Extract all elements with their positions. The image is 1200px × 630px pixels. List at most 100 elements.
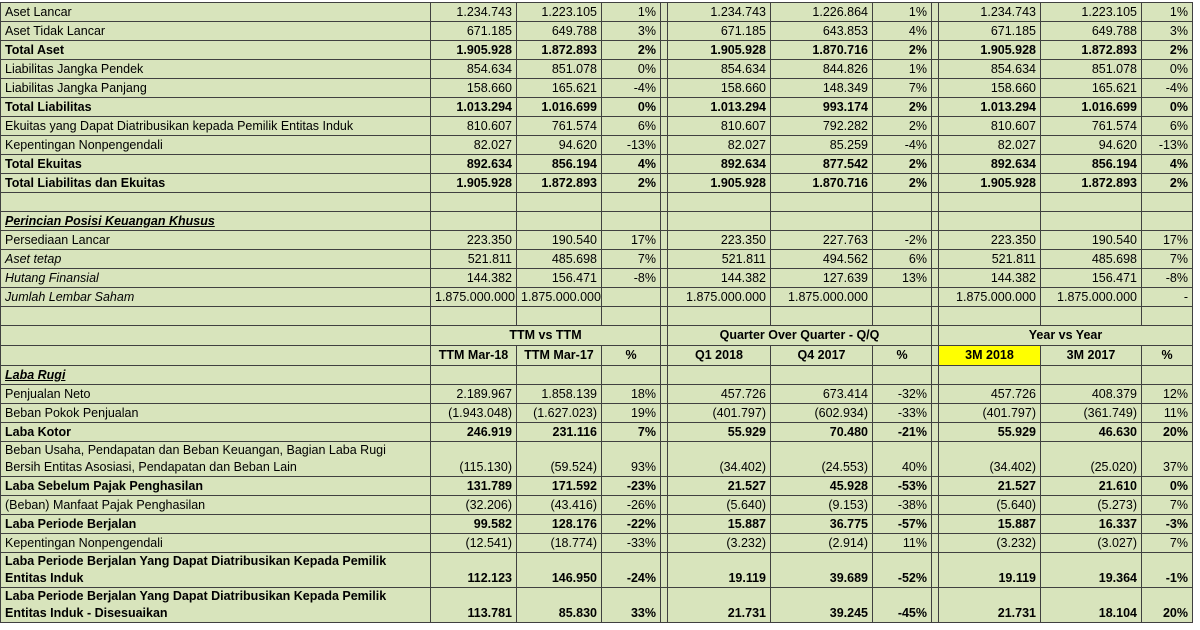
cell-value[interactable] [430, 211, 517, 231]
cell-value[interactable]: 70.480 [770, 422, 873, 442]
cell-value[interactable]: -4% [601, 78, 661, 98]
cell-value[interactable]: 1.226.864 [770, 2, 873, 22]
cell-value[interactable]: 1.905.928 [667, 40, 771, 60]
cell-value[interactable]: 40% [872, 441, 932, 477]
cell-value[interactable]: 165.621 [1040, 78, 1142, 98]
cell-value[interactable]: 892.634 [667, 154, 771, 174]
cell-value[interactable]: 144.382 [938, 268, 1041, 288]
corner-cell[interactable] [0, 325, 431, 346]
cell-value[interactable]: (3.232) [667, 533, 771, 553]
cell-value[interactable]: 146.950 [516, 552, 602, 588]
cell-value[interactable]: (401.797) [938, 403, 1041, 423]
cell-value[interactable]: 94.620 [1040, 135, 1142, 155]
corner-cell[interactable] [0, 345, 431, 366]
row-label[interactable]: Jumlah Lembar Saham [0, 287, 431, 307]
cell-value[interactable]: 485.698 [516, 249, 602, 269]
cell-value[interactable]: 2% [872, 116, 932, 136]
cell-value[interactable]: 46.630 [1040, 422, 1142, 442]
cell-value[interactable]: 457.726 [667, 384, 771, 404]
cell-value[interactable]: 1% [872, 59, 932, 79]
cell-value[interactable]: -33% [601, 533, 661, 553]
row-label[interactable]: (Beban) Manfaat Pajak Penghasilan [0, 495, 431, 515]
cell-value[interactable]: 1.234.743 [667, 2, 771, 22]
cell-value[interactable]: 457.726 [938, 384, 1041, 404]
cell-value[interactable]: -22% [601, 514, 661, 534]
cell-value[interactable]: (12.541) [430, 533, 517, 553]
cell-value[interactable]: 21.527 [667, 476, 771, 496]
cell-value[interactable]: 20% [1141, 587, 1193, 623]
cell-value[interactable] [770, 365, 873, 385]
cell-value[interactable]: 877.542 [770, 154, 873, 174]
cell-value[interactable] [872, 211, 932, 231]
cell-value[interactable]: 55.929 [667, 422, 771, 442]
cell-value[interactable]: 223.350 [667, 230, 771, 250]
cell-value[interactable] [1040, 365, 1142, 385]
cell-value[interactable]: 0% [601, 59, 661, 79]
cell-value[interactable]: -52% [872, 552, 932, 588]
cell-value[interactable] [601, 287, 661, 307]
cell-value[interactable]: 158.660 [938, 78, 1041, 98]
row-label[interactable]: Laba Rugi [0, 365, 431, 385]
cell-value[interactable]: 1.870.716 [770, 173, 873, 193]
cell-value[interactable]: 851.078 [1040, 59, 1142, 79]
cell-value[interactable]: (1.943.048) [430, 403, 517, 423]
cell-value[interactable]: 1.223.105 [516, 2, 602, 22]
row-label[interactable]: Kepentingan Nonpengendali [0, 135, 431, 155]
cell-value[interactable]: 844.826 [770, 59, 873, 79]
cell-value[interactable]: 671.185 [938, 21, 1041, 41]
cell-value[interactable]: 1.234.743 [938, 2, 1041, 22]
cell-value[interactable]: 1% [1141, 2, 1193, 22]
cell-value[interactable]: -53% [872, 476, 932, 496]
cell-value[interactable]: 11% [872, 533, 932, 553]
cell-value[interactable]: 158.660 [667, 78, 771, 98]
cell-value[interactable] [872, 192, 932, 212]
row-label[interactable]: Beban Usaha, Pendapatan dan Beban Keuang… [0, 441, 431, 477]
cell-value[interactable]: 1.234.743 [430, 2, 517, 22]
cell-value[interactable]: 521.811 [667, 249, 771, 269]
cell-value[interactable]: 131.789 [430, 476, 517, 496]
cell-value[interactable] [1141, 192, 1193, 212]
cell-value[interactable]: 7% [1141, 495, 1193, 515]
cell-value[interactable] [1141, 365, 1193, 385]
cell-value[interactable]: -21% [872, 422, 932, 442]
cell-value[interactable]: 21.731 [938, 587, 1041, 623]
cell-value[interactable]: (25.020) [1040, 441, 1142, 477]
cell-value[interactable]: 1.875.000.000 [1040, 287, 1142, 307]
cell-value[interactable] [770, 192, 873, 212]
cell-value[interactable]: 1.872.893 [516, 173, 602, 193]
cell-value[interactable]: 17% [1141, 230, 1193, 250]
cell-value[interactable]: 231.116 [516, 422, 602, 442]
row-label[interactable]: Aset Tidak Lancar [0, 21, 431, 41]
row-label[interactable]: Liabilitas Jangka Pendek [0, 59, 431, 79]
cell-value[interactable]: 4% [601, 154, 661, 174]
cell-value[interactable]: 99.582 [430, 514, 517, 534]
column-header[interactable]: Q4 2017 [770, 345, 873, 366]
cell-value[interactable] [667, 192, 771, 212]
cell-value[interactable]: -1% [1141, 552, 1193, 588]
cell-value[interactable]: 15.887 [667, 514, 771, 534]
cell-value[interactable]: -4% [1141, 78, 1193, 98]
cell-value[interactable] [938, 211, 1041, 231]
cell-value[interactable]: 856.194 [516, 154, 602, 174]
cell-value[interactable]: 45.928 [770, 476, 873, 496]
cell-value[interactable]: 19% [601, 403, 661, 423]
cell-value[interactable]: 521.811 [430, 249, 517, 269]
cell-value[interactable]: -38% [872, 495, 932, 515]
cell-value[interactable] [516, 211, 602, 231]
cell-value[interactable] [1141, 211, 1193, 231]
cell-value[interactable]: -8% [601, 268, 661, 288]
cell-value[interactable]: 223.350 [938, 230, 1041, 250]
cell-value[interactable]: 1.875.000.000 [430, 287, 517, 307]
cell-value[interactable]: 2% [872, 97, 932, 117]
cell-value[interactable]: 494.562 [770, 249, 873, 269]
cell-value[interactable]: 810.607 [667, 116, 771, 136]
group-header[interactable]: Quarter Over Quarter - Q/Q [667, 325, 932, 346]
column-header[interactable]: 3M 2017 [1040, 345, 1142, 366]
cell-value[interactable]: 6% [1141, 116, 1193, 136]
cell-value[interactable]: 7% [601, 249, 661, 269]
cell-value[interactable]: 810.607 [938, 116, 1041, 136]
cell-value[interactable]: 33% [601, 587, 661, 623]
row-label[interactable]: Laba Periode Berjalan [0, 514, 431, 534]
cell-value[interactable] [430, 365, 517, 385]
cell-value[interactable]: 21.731 [667, 587, 771, 623]
